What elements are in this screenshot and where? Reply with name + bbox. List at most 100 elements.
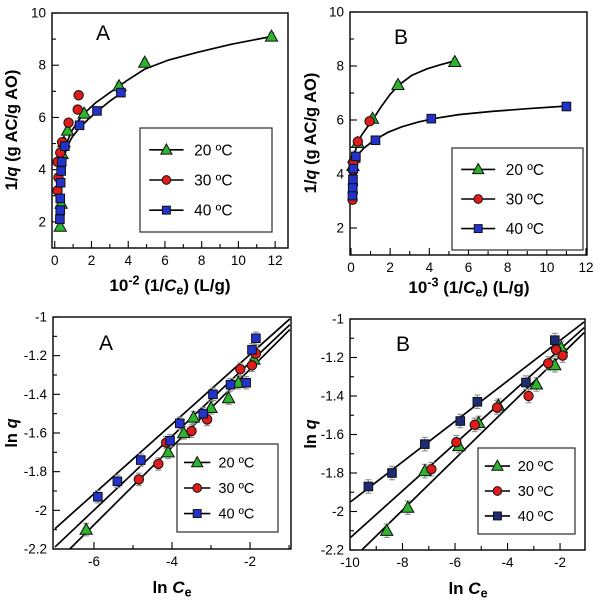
x-axis-title: 10-2 (1/Ce) (L/g) (109, 274, 230, 298)
legend-label: 40 ºC (218, 507, 254, 523)
legend-label: 20 ºC (506, 162, 544, 179)
x-tick-label: 6 (161, 253, 169, 268)
circle-marker (451, 437, 462, 448)
x-tick-label: 8 (198, 253, 206, 268)
legend-label: 40 ºC (518, 509, 554, 525)
y-tick-label: 2 (38, 214, 46, 229)
x-tick-label: 10 (539, 260, 554, 275)
square-marker (426, 113, 437, 124)
circle-marker (63, 117, 74, 128)
circle-marker (550, 344, 562, 355)
square-marker (208, 389, 218, 400)
square-marker (521, 377, 531, 388)
x-tick-label: 8 (504, 260, 512, 275)
tick-labels: 0 2 4 6 8 10 12 2 4 6 8 10 (329, 5, 594, 276)
square-marker (347, 182, 358, 193)
square-marker (348, 174, 358, 185)
axes-ticks (349, 318, 561, 551)
triangle-marker (400, 500, 415, 513)
legend-label: 20 ºC (194, 142, 232, 159)
legend-label: 40 ºC (506, 221, 544, 238)
square-marker (112, 476, 123, 487)
y-tick-label: -1.8 (321, 466, 344, 481)
y-tick-label: -1.8 (24, 464, 47, 479)
triangle-marker (186, 410, 201, 423)
circle-marker (133, 474, 145, 485)
square-marker (370, 135, 381, 146)
y-tick-label: 4 (336, 167, 344, 182)
circle-marker (491, 402, 503, 413)
isotherm-B-chart: 0 2 4 6 8 10 12 2 4 6 8 10 B 10-3 (1/Ce) (L/g) 1/q (g … (300, 0, 600, 304)
x-tick-label: -2 (244, 554, 256, 569)
tick-labels: 0 2 4 6 8 10 12 2 4 6 8 10 (31, 6, 283, 269)
x-tick-label: 4 (124, 253, 132, 268)
circle-marker (473, 194, 484, 204)
y-axis-title: 1/q (g AC/g AO) (3, 70, 21, 191)
legend-label: 30 ºC (218, 481, 254, 497)
triangle-marker (391, 77, 405, 90)
y-tick-label: -1 (332, 312, 344, 327)
circle-marker (186, 425, 197, 437)
y-tick-label: -2.2 (321, 543, 344, 558)
circle-marker (235, 363, 246, 375)
triangle-marker (379, 523, 394, 536)
x-tick-label: -6 (449, 555, 461, 570)
x-tick-label: 2 (386, 260, 394, 275)
legend: 20 ºC 30 ºC 40 ºC (176, 443, 279, 533)
square-marker (387, 468, 397, 478)
square-marker (492, 511, 502, 521)
y-tick-label: -1.2 (321, 350, 344, 365)
triangle-marker (137, 55, 152, 68)
x-axis-title: 10-3 (1/Ce) (L/g) (408, 276, 529, 300)
circle-marker (364, 116, 375, 127)
x-tick-label: -2 (554, 555, 566, 570)
y-tick-label: 10 (329, 5, 344, 20)
circle-marker (352, 136, 364, 147)
square-marker (56, 166, 66, 176)
square-marker (363, 481, 374, 492)
series-30C (133, 348, 262, 485)
x-tick-label: 6 (465, 260, 473, 275)
x-tick-label: -4 (166, 554, 178, 569)
x-tick-label: 12 (268, 253, 283, 268)
series-40C (55, 87, 126, 225)
square-marker (92, 106, 102, 116)
isotherm-A-chart: 0 2 4 6 8 10 12 2 4 6 8 10 A 10-2 (1/Ce) (L/g) 1/q (g … (0, 0, 300, 304)
y-tick-label: 6 (336, 113, 344, 128)
series-40C (363, 335, 560, 492)
x-tick-label: -8 (397, 555, 409, 570)
circle-marker (161, 175, 172, 185)
axes-ticks (53, 316, 290, 550)
square-marker (60, 141, 70, 151)
panel-letter: B (394, 26, 408, 49)
triangle-marker (264, 29, 279, 42)
square-marker (116, 87, 126, 98)
panel-letter: A (99, 332, 113, 355)
triangle-marker (60, 123, 75, 136)
panel-isotherm-B: 0 2 4 6 8 10 12 2 4 6 8 10 B 10-3 (1/Ce) (L/g) 1/q (g … (300, 0, 600, 304)
series-40C (93, 333, 261, 502)
square-marker (93, 492, 103, 502)
square-marker (55, 214, 65, 225)
circle-marker (192, 483, 203, 493)
legend: 20 ºC 30 ºC 40 ºC (451, 147, 584, 251)
triangle-marker (529, 377, 544, 390)
y-tick-label: -2.2 (24, 542, 47, 557)
square-marker (420, 439, 430, 449)
square-marker (55, 193, 66, 204)
circle-marker (246, 360, 258, 371)
square-marker (56, 157, 67, 167)
y-tick-label: 10 (31, 6, 46, 21)
triangle-marker (190, 455, 204, 468)
series-40C (347, 101, 572, 201)
circle-marker (492, 486, 503, 496)
freundlich-A-chart: -6 -4 -2 -1 -1.2 -1.4 -1.6 -1.8 -2 -2.2 Aln Ce ln q… (0, 304, 300, 608)
x-axis-title: ln Ce (448, 579, 487, 601)
triangle-marker (221, 390, 236, 404)
circle-marker (523, 390, 534, 402)
y-tick-label: -1.2 (24, 348, 47, 363)
triangle-marker (159, 142, 173, 155)
